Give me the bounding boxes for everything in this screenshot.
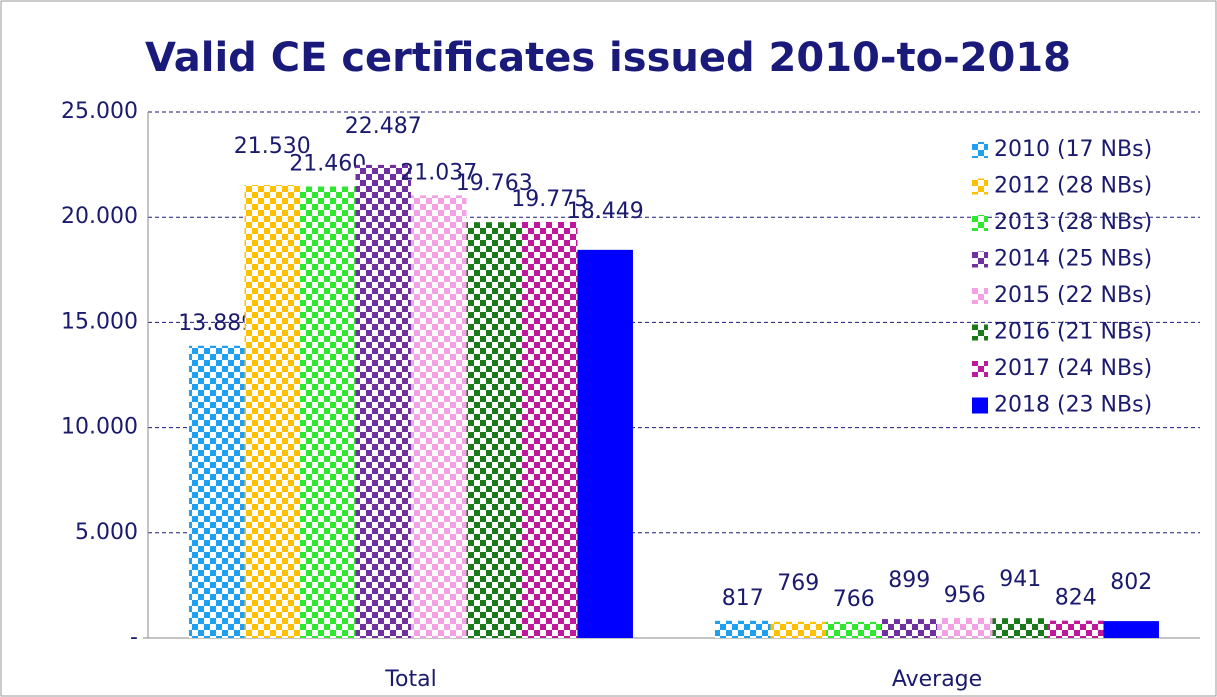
data-label: 22.487 <box>345 114 422 139</box>
legend-marker <box>972 215 988 231</box>
bar <box>1047 620 1104 638</box>
bar <box>992 618 1048 638</box>
x-tick-label: Total <box>384 667 436 692</box>
bar <box>937 617 993 638</box>
legend-marker <box>972 178 988 195</box>
data-label: 956 <box>944 583 986 608</box>
legend-label: 2018 (23 NBs) <box>994 393 1152 418</box>
bar <box>355 164 411 638</box>
y-tick-label: - <box>130 625 138 650</box>
chart-title: Valid CE certificates issued 2010-to-201… <box>145 35 1071 81</box>
y-tick-label: 5.000 <box>75 520 138 545</box>
data-label: 13.889 <box>178 311 255 336</box>
bar <box>715 620 771 638</box>
bar <box>521 221 578 638</box>
legend-label: 2013 (28 NBs) <box>994 210 1152 235</box>
data-label: 817 <box>722 586 764 611</box>
bar <box>1103 621 1159 638</box>
bar <box>411 195 467 638</box>
bar <box>466 222 522 639</box>
legend-marker <box>972 142 988 158</box>
y-tick-label: 15.000 <box>61 309 138 334</box>
legend-marker <box>972 251 988 268</box>
legend-marker <box>972 288 988 304</box>
legend-marker <box>972 361 988 377</box>
data-label: 824 <box>1055 586 1097 611</box>
legend-marker <box>972 397 988 414</box>
y-tick-label: 20.000 <box>61 204 138 229</box>
data-label: 21.037 <box>400 160 477 185</box>
data-label: 769 <box>777 571 819 596</box>
data-label: 941 <box>999 567 1041 592</box>
data-label: 21.530 <box>234 134 311 159</box>
x-tick-label: Average <box>892 667 982 692</box>
legend-label: 2016 (21 NBs) <box>994 320 1152 345</box>
y-tick-label: 10.000 <box>61 415 138 440</box>
data-label: 18.449 <box>567 199 644 224</box>
bar <box>577 249 633 638</box>
legend-label: 2017 (24 NBs) <box>994 356 1152 381</box>
bar <box>300 186 356 638</box>
y-tick-label: 25.000 <box>61 99 138 124</box>
data-label: 19.775 <box>511 187 588 212</box>
data-label: 899 <box>888 568 930 593</box>
legend-label: 2012 (28 NBs) <box>994 174 1152 199</box>
legend-label: 2014 (25 NBs) <box>994 247 1152 272</box>
bar <box>189 345 245 638</box>
data-label: 21.460 <box>289 151 366 176</box>
legend-label: 2015 (22 NBs) <box>994 283 1152 308</box>
bar <box>881 619 937 638</box>
data-label: 19.763 <box>456 171 533 196</box>
legend-marker <box>972 324 988 341</box>
data-label: 802 <box>1110 570 1152 595</box>
data-label: 766 <box>833 587 875 612</box>
bar <box>244 185 301 639</box>
bar <box>770 621 827 638</box>
legend-label: 2010 (17 NBs) <box>994 137 1152 162</box>
bar <box>826 621 882 638</box>
